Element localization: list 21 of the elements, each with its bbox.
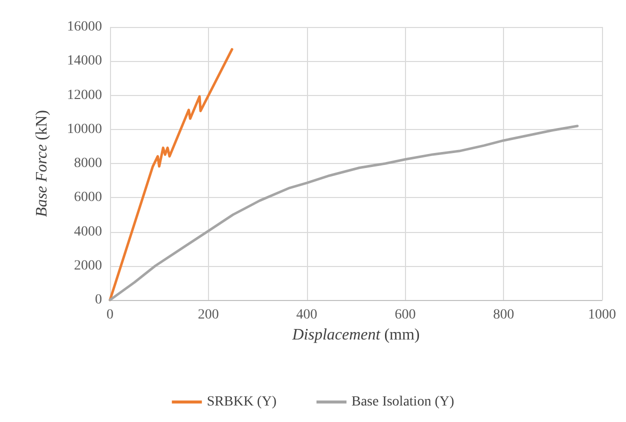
legend-label: SRBKK (Y) — [206, 394, 277, 410]
x-tick-label: 200 — [198, 308, 219, 322]
y-tick-label: 14000 — [67, 54, 102, 69]
x-tick-label: 400 — [296, 308, 318, 322]
line-series — [108, 48, 234, 302]
y-tick-label: 12000 — [67, 88, 102, 103]
y-tick-label: 16000 — [67, 20, 102, 34]
y-tick-label: 10000 — [67, 122, 102, 137]
line-series — [108, 124, 579, 302]
y-tick-label: 6000 — [74, 190, 102, 206]
y-axis-title: Base Force (kN) — [34, 110, 50, 217]
legend-label: Base Isolation (Y) — [351, 394, 454, 410]
x-tick-label: 0 — [106, 308, 114, 322]
x-tick-label: 800 — [493, 308, 514, 322]
y-tick-label: 0 — [95, 292, 102, 308]
y-tick-label: 4000 — [74, 224, 102, 240]
x-tick-label: 1000 — [588, 308, 616, 322]
y-tick-label: 8000 — [74, 156, 102, 171]
x-tick-label: 600 — [394, 308, 416, 322]
y-tick-label: 2000 — [74, 258, 102, 274]
x-axis-title: Displacement (mm) — [291, 326, 420, 344]
